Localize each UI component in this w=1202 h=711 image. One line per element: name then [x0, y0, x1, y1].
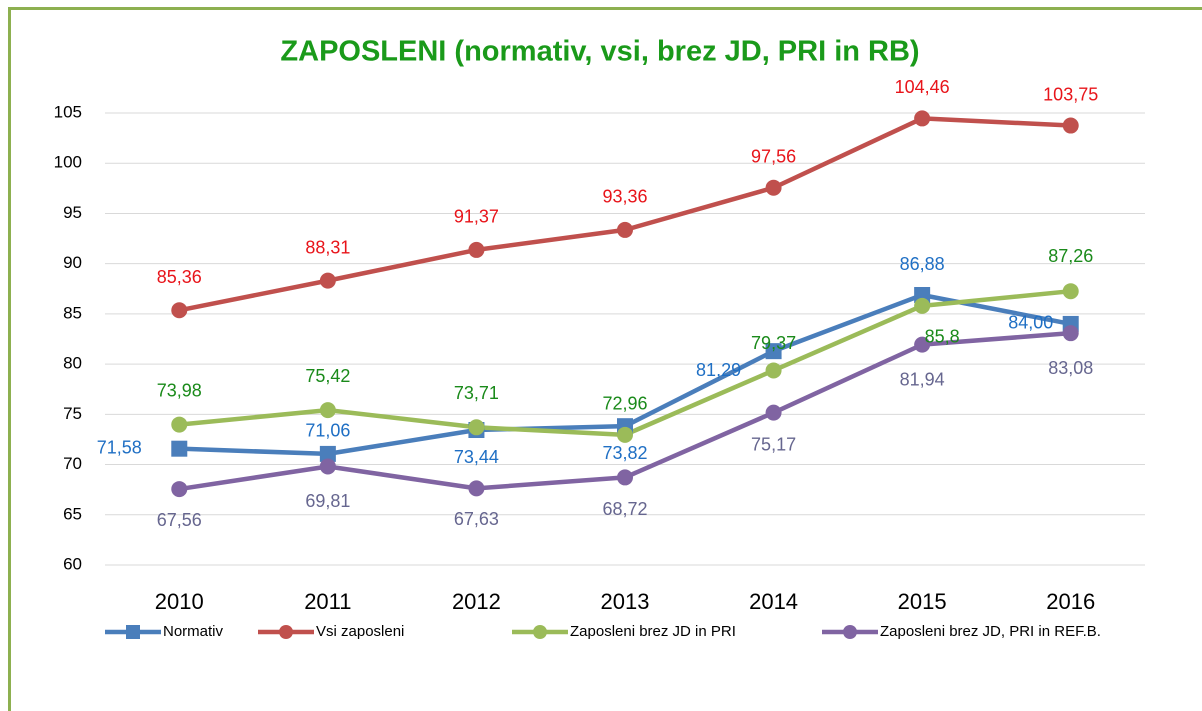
data-label: 73,71 — [454, 383, 499, 403]
marker — [468, 419, 485, 436]
marker — [914, 336, 931, 353]
x-tick-label: 2013 — [601, 589, 650, 614]
data-label: 79,37 — [751, 333, 796, 353]
data-label: 71,58 — [97, 437, 142, 457]
data-label: 85,8 — [925, 327, 960, 347]
x-tick-label: 2015 — [898, 589, 947, 614]
marker — [617, 469, 633, 486]
y-tick-label: 85 — [63, 303, 82, 322]
marker — [468, 480, 485, 497]
data-label: 93,36 — [602, 187, 647, 207]
marker — [617, 221, 633, 238]
data-label: 73,98 — [157, 380, 202, 400]
legend-label: Zaposleni brez JD in PRI — [570, 623, 736, 640]
marker — [1062, 325, 1079, 342]
marker — [617, 426, 633, 443]
y-tick-label: 90 — [63, 253, 82, 272]
legend-marker — [843, 625, 857, 639]
data-label: 67,56 — [157, 510, 202, 530]
marker — [171, 440, 188, 457]
marker — [914, 297, 931, 314]
y-tick-label: 80 — [63, 354, 82, 373]
legend-marker — [279, 625, 293, 639]
legend-marker — [126, 625, 140, 639]
data-label: 91,37 — [454, 207, 499, 227]
marker — [468, 241, 485, 258]
data-label: 72,96 — [602, 394, 647, 414]
data-label: 83,08 — [1048, 358, 1093, 378]
data-label: 84,00 — [1008, 313, 1053, 333]
x-tick-label: 2016 — [1046, 589, 1095, 614]
x-tick-label: 2011 — [304, 589, 351, 614]
marker — [171, 481, 188, 498]
data-label: 73,82 — [602, 443, 647, 463]
y-tick-label: 95 — [63, 203, 82, 222]
data-label: 71,06 — [305, 421, 350, 441]
marker — [765, 343, 782, 360]
data-label: 68,72 — [602, 499, 647, 519]
x-tick-label: 2012 — [452, 589, 501, 614]
marker — [1062, 117, 1079, 134]
data-label: 67,63 — [454, 509, 499, 529]
chart-title: ZAPOSLENI (normativ, vsi, brez JD, PRI i… — [280, 36, 919, 68]
y-tick-label: 100 — [54, 153, 82, 172]
data-label: 87,26 — [1048, 246, 1093, 266]
data-label: 104,46 — [895, 77, 950, 97]
data-label: 81,94 — [900, 369, 945, 389]
legend-label: Normativ — [163, 623, 224, 640]
y-tick-label: 75 — [63, 404, 82, 423]
y-tick-label: 105 — [54, 102, 82, 121]
data-label: 86,88 — [900, 254, 945, 274]
marker — [319, 402, 336, 419]
x-tick-label: 2014 — [749, 589, 798, 614]
x-tick-label: 2010 — [155, 589, 204, 614]
data-label: 88,31 — [305, 237, 350, 257]
data-label: 75,42 — [305, 366, 350, 386]
data-label: 97,56 — [751, 146, 796, 166]
frame-top — [8, 7, 1202, 10]
y-tick-label: 70 — [63, 454, 82, 473]
legend-label: Vsi zaposleni — [316, 623, 404, 640]
marker — [319, 458, 336, 475]
marker — [765, 362, 782, 379]
marker — [171, 416, 188, 433]
marker — [319, 445, 336, 462]
y-tick-label: 65 — [63, 504, 82, 523]
marker — [319, 272, 336, 289]
frame-left — [8, 7, 11, 711]
marker — [171, 302, 188, 319]
data-label: 69,81 — [305, 491, 350, 511]
data-label: 73,44 — [454, 447, 499, 467]
marker — [765, 404, 782, 421]
legend-label: Zaposleni brez JD, PRI in REF.B. — [880, 623, 1101, 640]
marker — [765, 179, 782, 196]
y-tick-label: 60 — [63, 554, 82, 573]
marker — [1062, 283, 1079, 300]
marker — [914, 110, 931, 127]
legend-marker — [533, 625, 547, 639]
data-label: 75,17 — [751, 434, 796, 454]
data-label: 85,36 — [157, 267, 202, 287]
data-label: 81,29 — [696, 360, 741, 380]
data-label: 103,75 — [1043, 84, 1098, 104]
